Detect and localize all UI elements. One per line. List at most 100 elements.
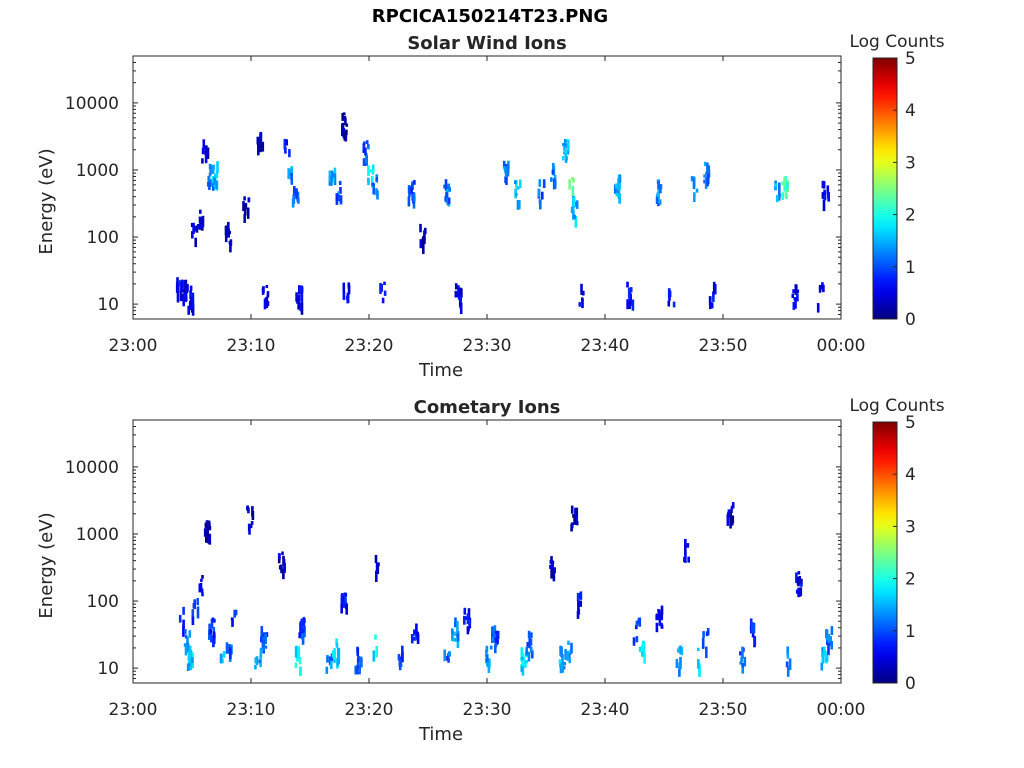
heatmap-cell: [379, 283, 382, 294]
heatmap-cell: [411, 181, 414, 190]
heatmap-cell: [579, 600, 582, 607]
heatmap-cell: [414, 634, 418, 641]
x-tick-label: 23:20: [345, 700, 394, 720]
heatmap-cell: [565, 156, 568, 161]
heatmap-cell: [227, 221, 230, 234]
heatmap-cell: [827, 193, 830, 199]
heatmap-cell: [571, 522, 574, 529]
heatmap-cell: [564, 649, 567, 660]
heatmap-cell: [330, 170, 333, 178]
heatmap-cell: [822, 651, 825, 663]
heatmap-cell: [496, 630, 500, 639]
heatmap-cell: [341, 113, 344, 121]
heatmap-cell: [201, 147, 205, 155]
heatmap-cell: [193, 225, 197, 231]
heatmap-cell: [655, 614, 658, 621]
heatmap-cell: [375, 570, 378, 582]
heatmap-cell: [282, 559, 286, 566]
heatmap-cell: [207, 182, 210, 187]
heatmap-cell: [233, 609, 236, 618]
heatmap-cell: [376, 190, 379, 200]
heatmap-cell: [243, 196, 246, 201]
heatmap-cell: [731, 502, 735, 509]
y-tick-label: 10000: [65, 94, 119, 114]
heatmap-cell: [290, 179, 294, 185]
heatmap-cell: [398, 659, 402, 671]
heatmap-cell: [781, 181, 784, 186]
heatmap-cell: [407, 196, 411, 207]
heatmap-cell: [179, 290, 183, 302]
heatmap-cell: [658, 199, 662, 205]
heatmap-cell: [466, 626, 470, 635]
heatmap-cell: [705, 631, 709, 637]
heatmap-cell: [194, 237, 197, 248]
heatmap-cell: [542, 179, 546, 188]
heatmap-cell: [328, 656, 332, 666]
heatmap-cell: [344, 117, 347, 126]
heatmap-cell: [250, 521, 254, 525]
heatmap-cell: [229, 242, 232, 253]
heatmap-cell: [325, 666, 329, 674]
heatmap-cell: [668, 290, 672, 298]
heatmap-cell: [356, 647, 360, 657]
heatmap-cell: [282, 568, 285, 580]
heatmap-cell: [447, 183, 450, 190]
heatmap-cell: [346, 293, 349, 304]
heatmap-cell: [205, 520, 209, 525]
heatmap-cell: [519, 179, 522, 189]
heatmap-cell: [521, 660, 525, 666]
heatmap-cell: [823, 195, 827, 201]
heatmap-cell: [207, 175, 210, 182]
heatmap-cell: [774, 183, 778, 188]
heatmap-cell: [201, 592, 204, 597]
heatmap-cell: [263, 298, 267, 310]
heatmap-cell: [248, 523, 251, 535]
heatmap-cell: [655, 197, 659, 204]
heatmap-cell: [408, 185, 411, 197]
heatmap-cell: [281, 551, 284, 556]
heatmap-cell: [518, 200, 521, 210]
heatmap-cell: [415, 623, 418, 636]
heatmap-cell: [615, 192, 619, 197]
heatmap-cell: [295, 188, 298, 200]
heatmap-cell: [377, 562, 380, 567]
heatmap-cell: [574, 215, 578, 228]
colorbar-tick-label: 5: [905, 49, 916, 69]
heatmap-cell: [291, 197, 295, 208]
heatmap-cell: [283, 564, 286, 574]
heatmap-cell: [211, 165, 215, 171]
heatmap-cell: [257, 143, 260, 156]
heatmap-cell: [660, 605, 664, 615]
heatmap-cell: [572, 210, 575, 220]
heatmap-cell: [370, 169, 373, 173]
x-axis-label: Time: [418, 360, 463, 381]
heatmap-cell: [209, 164, 212, 175]
heatmap-cell: [189, 664, 193, 671]
heatmap-cell: [816, 303, 820, 313]
heatmap-cell: [360, 657, 363, 668]
heatmap-cell: [551, 561, 554, 572]
heatmap-cell: [526, 642, 529, 648]
heatmap-cell: [567, 653, 571, 659]
heatmap-cell: [703, 179, 706, 184]
heatmap-cell: [445, 192, 448, 202]
colorbar-tick-label: 0: [905, 674, 916, 694]
heatmap-cell: [422, 243, 425, 254]
heatmap-cell: [176, 283, 179, 293]
heatmap-cell: [413, 629, 416, 634]
heatmap-cell: [419, 223, 422, 233]
heatmap-cell: [446, 188, 449, 193]
heatmap-cell: [456, 621, 459, 633]
heatmap-cell: [704, 177, 708, 189]
heatmap-cell: [401, 645, 404, 658]
heatmap-cell: [285, 139, 288, 146]
heatmap-cell: [454, 617, 457, 623]
heatmap-cell: [575, 520, 579, 526]
heatmap-cell: [249, 524, 253, 529]
heatmap-cell: [264, 645, 268, 649]
heatmap-cell: [204, 522, 208, 527]
heatmap-cell: [525, 660, 528, 664]
heatmap-cell: [219, 653, 223, 663]
heatmap-cell: [234, 609, 238, 616]
heatmap-cell: [468, 622, 472, 629]
